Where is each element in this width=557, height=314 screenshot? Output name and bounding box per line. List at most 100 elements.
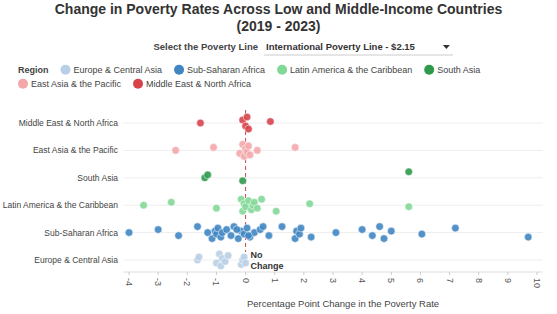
- x-tick: [187, 272, 188, 275]
- x-tick-label: 8: [474, 278, 484, 283]
- legend-entry: East Asia & the Pacific: [18, 79, 122, 89]
- point: [213, 204, 221, 212]
- legend-entry: Middle East & North Africa: [133, 79, 251, 89]
- x-tick-label: 6: [415, 278, 425, 283]
- subtitle: (2019 - 2023): [236, 18, 320, 34]
- legend-swatch: [133, 79, 143, 89]
- point: [204, 229, 212, 237]
- legend-swatch: [61, 65, 71, 75]
- x-tick: [333, 272, 334, 275]
- point: [297, 224, 305, 232]
- point: [380, 235, 388, 243]
- annotation: NoChange: [251, 250, 284, 271]
- point: [194, 223, 202, 231]
- point: [239, 177, 247, 185]
- row-gridline: [123, 150, 543, 151]
- row-gridline: [123, 260, 543, 261]
- x-tick-label: 9: [503, 278, 513, 283]
- legend-swatch: [18, 79, 28, 89]
- point: [291, 144, 299, 152]
- x-tick: [420, 272, 421, 275]
- point: [154, 226, 162, 234]
- point: [243, 113, 251, 121]
- x-tick-label: -1: [211, 278, 221, 286]
- legend-label: Latin America & the Caribbean: [290, 65, 412, 75]
- point: [245, 125, 253, 133]
- x-tick: [507, 272, 508, 275]
- point: [140, 201, 148, 209]
- legend-title: Region: [18, 65, 49, 75]
- title: Change in Poverty Rates Across Low and M…: [55, 1, 503, 17]
- points: [125, 113, 532, 270]
- point: [172, 147, 180, 155]
- point: [259, 223, 267, 231]
- point: [265, 232, 273, 240]
- x-tick-label: 4: [357, 278, 367, 283]
- legend-entry: Europe & Central Asia: [61, 65, 163, 75]
- x-tick-label: -2: [182, 278, 192, 286]
- category-label: East Asia & the Pacific: [33, 145, 119, 155]
- point: [358, 226, 366, 234]
- point: [125, 229, 133, 237]
- legend-entry: South Asia: [424, 65, 480, 75]
- point: [243, 224, 251, 232]
- x-axis-label: Percentage Point Change in the Poverty R…: [247, 298, 439, 309]
- point: [197, 119, 205, 127]
- point: [452, 224, 460, 232]
- x-tick-label: 10: [532, 278, 542, 288]
- legend-swatch: [277, 65, 287, 75]
- x-tick: [245, 272, 246, 275]
- point: [278, 223, 286, 231]
- x-tick-label: 1: [270, 278, 280, 283]
- point: [524, 233, 532, 241]
- x-tick: [478, 272, 479, 275]
- x-tick: [362, 272, 363, 275]
- x-tick: [216, 272, 217, 275]
- legend-swatch: [424, 65, 434, 75]
- point: [246, 151, 254, 159]
- legend-label: Middle East & North Africa: [146, 79, 251, 89]
- annotation-line: No: [251, 250, 263, 260]
- point: [167, 198, 175, 206]
- x-tick-label: -3: [153, 278, 163, 286]
- point: [258, 195, 266, 203]
- point: [195, 253, 203, 261]
- point: [253, 147, 261, 155]
- category-label: Middle East & North Africa: [19, 118, 118, 128]
- legend-entry: Latin America & the Caribbean: [277, 65, 412, 75]
- x-tick: [274, 272, 275, 275]
- x-tick-label: -4: [124, 278, 134, 286]
- x-tick-label: 5: [386, 278, 396, 283]
- point: [405, 168, 413, 176]
- legend-label: East Asia & the Pacific: [31, 79, 122, 89]
- point: [175, 232, 183, 240]
- legend-label: Europe & Central Asia: [74, 65, 163, 75]
- row-gridline: [123, 177, 543, 178]
- point: [332, 229, 340, 237]
- point: [242, 259, 250, 267]
- point: [233, 226, 241, 234]
- legend-entry: Sub-Saharan Africa: [174, 65, 265, 75]
- dropdown-arrow[interactable]: [443, 45, 450, 49]
- point: [204, 171, 212, 179]
- row-gridline: [123, 123, 543, 124]
- legend-label: South Asia: [437, 65, 480, 75]
- dropdown-underline: [264, 55, 453, 56]
- selector-value[interactable]: International Poverty Line - $2.15: [266, 41, 416, 52]
- point: [224, 252, 232, 260]
- x-tick: [158, 272, 159, 275]
- category-label: Latin America & the Caribbean: [3, 200, 119, 210]
- point: [227, 232, 235, 240]
- point: [307, 233, 315, 241]
- category-label: Sub-Saharan Africa: [44, 228, 118, 238]
- point: [245, 232, 253, 240]
- point: [405, 203, 413, 211]
- point: [245, 142, 253, 150]
- annotation-line: Change: [251, 261, 284, 271]
- point: [267, 118, 275, 126]
- x-tick-label: 7: [445, 278, 455, 283]
- x-tick-label: 0: [241, 278, 251, 283]
- x-tick: [536, 272, 537, 275]
- selector-label: Select the Poverty Line: [153, 41, 258, 52]
- category-label: South Asia: [77, 173, 118, 183]
